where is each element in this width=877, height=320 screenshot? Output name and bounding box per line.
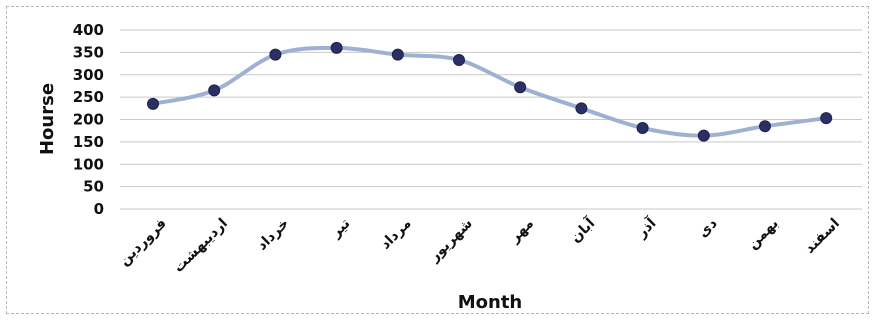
data-point: [147, 97, 159, 110]
data-point: [269, 48, 282, 61]
x-category-label: فروردین: [116, 216, 170, 270]
data-point: [330, 41, 343, 54]
data-point: [575, 102, 588, 115]
x-category-label: آبان: [566, 213, 599, 246]
x-category-label: اسفند: [802, 216, 843, 257]
data-point: [514, 81, 527, 94]
data-point: [636, 122, 649, 135]
data-point: [697, 129, 710, 142]
x-axis-title: Month: [458, 292, 523, 313]
y-tick-label: 100: [73, 155, 104, 173]
y-tick-label: 350: [73, 43, 104, 61]
x-category-label: مهر: [506, 216, 537, 247]
gridlines: [120, 29, 862, 210]
y-axis-title: Hourse: [37, 83, 58, 155]
x-category-label: شهریور: [426, 216, 476, 266]
x-category-label: تیر: [327, 216, 353, 242]
data-point: [820, 112, 833, 125]
series-group: [151, 45, 829, 138]
data-point: [453, 53, 465, 66]
y-tick-label: 250: [73, 88, 104, 106]
y-tick-label: 400: [73, 21, 104, 39]
x-category-label: آذر: [632, 213, 660, 241]
x-category-label: مرداد: [377, 216, 414, 253]
y-axis-ticks: 0 50 100 150 200 250 300 350 400: [73, 21, 104, 218]
y-tick-label: 150: [73, 133, 104, 151]
y-tick-label: 300: [73, 66, 104, 84]
x-axis-categories: فروردین اردیبهشت خرداد تیر مرداد شهریور مهر آبا…: [116, 213, 843, 276]
y-tick-label: 0: [94, 200, 104, 218]
data-point: [208, 84, 221, 97]
x-category-label: خرداد: [254, 216, 292, 254]
y-tick-label: 200: [73, 111, 104, 129]
data-point: [391, 48, 404, 61]
x-category-label: اردیبهشت: [171, 216, 231, 276]
series-line: [151, 45, 829, 138]
data-point: [759, 120, 771, 133]
y-tick-label: 50: [83, 178, 104, 196]
x-category-label: بهمن: [745, 216, 782, 253]
x-category-label: دی: [695, 216, 720, 241]
data-points: [147, 41, 833, 142]
